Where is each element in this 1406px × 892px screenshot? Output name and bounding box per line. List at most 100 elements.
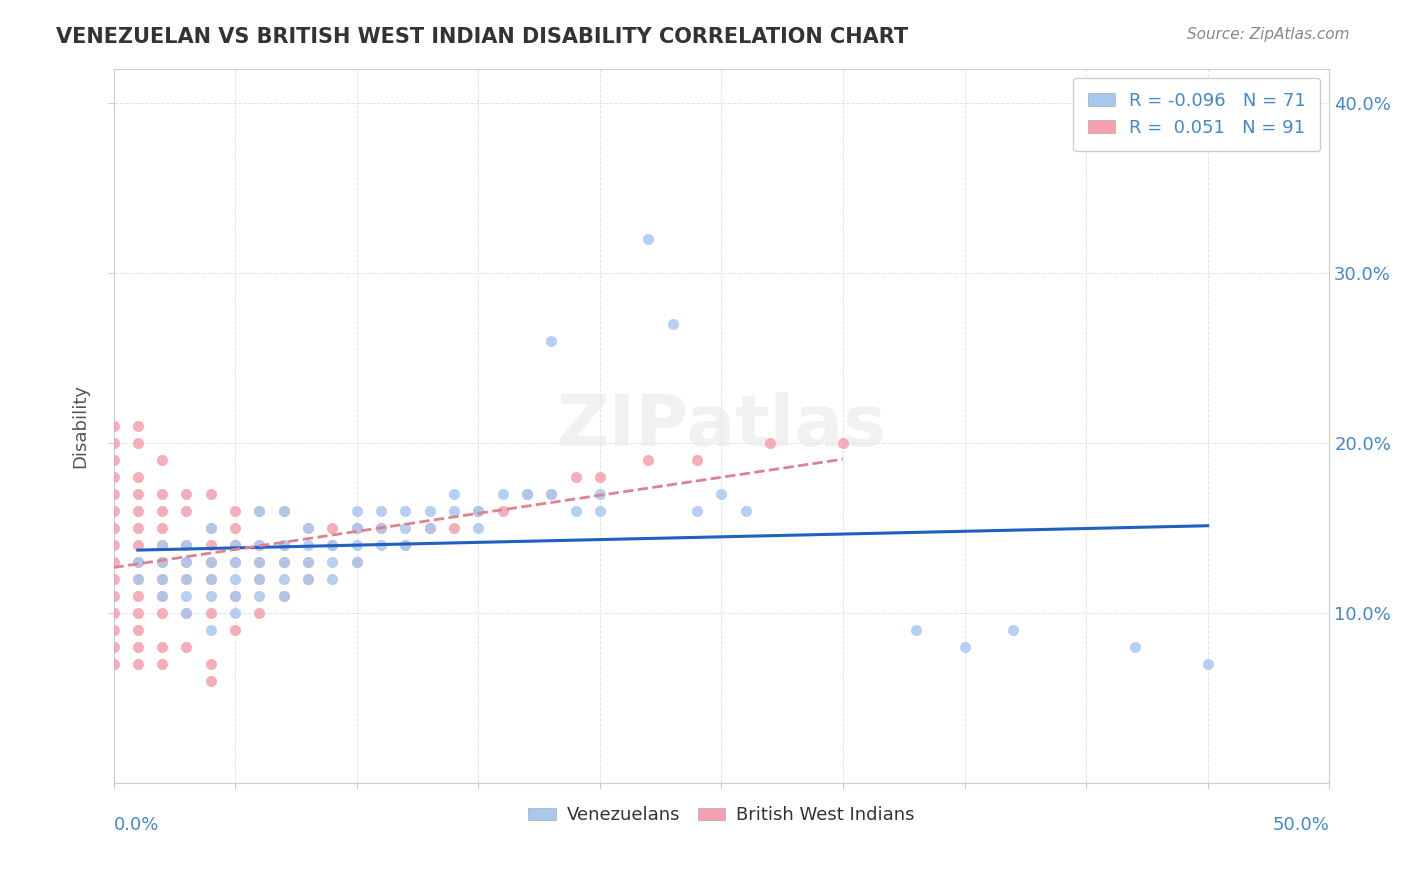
Point bbox=[200, 555, 222, 569]
Point bbox=[394, 521, 416, 535]
Point bbox=[200, 657, 222, 672]
Point bbox=[540, 487, 562, 501]
Point bbox=[249, 538, 271, 552]
Point bbox=[370, 504, 392, 518]
Point bbox=[346, 504, 368, 518]
Point bbox=[150, 572, 173, 586]
Point bbox=[127, 538, 149, 552]
Point bbox=[224, 607, 246, 621]
Point bbox=[491, 504, 513, 518]
Point bbox=[127, 487, 149, 501]
Point bbox=[176, 607, 198, 621]
Point bbox=[127, 555, 149, 569]
Point bbox=[394, 538, 416, 552]
Point bbox=[200, 607, 222, 621]
Point bbox=[176, 504, 198, 518]
Point bbox=[564, 504, 586, 518]
Point bbox=[127, 640, 149, 655]
Point bbox=[150, 555, 173, 569]
Point bbox=[103, 607, 125, 621]
Point bbox=[321, 538, 343, 552]
Point bbox=[176, 538, 198, 552]
Point bbox=[419, 521, 441, 535]
Point bbox=[419, 521, 441, 535]
Point bbox=[103, 640, 125, 655]
Point bbox=[224, 624, 246, 638]
Point bbox=[103, 504, 125, 518]
Point bbox=[273, 589, 295, 603]
Point bbox=[273, 589, 295, 603]
Point bbox=[103, 419, 125, 434]
Point bbox=[249, 555, 271, 569]
Point bbox=[759, 436, 782, 450]
Point bbox=[297, 555, 319, 569]
Point bbox=[103, 538, 125, 552]
Point bbox=[103, 470, 125, 484]
Point bbox=[200, 538, 222, 552]
Point bbox=[321, 521, 343, 535]
Point bbox=[540, 487, 562, 501]
Point bbox=[516, 487, 538, 501]
Point bbox=[127, 572, 149, 586]
Point bbox=[127, 504, 149, 518]
Point bbox=[564, 470, 586, 484]
Point bbox=[127, 521, 149, 535]
Point bbox=[394, 538, 416, 552]
Point bbox=[904, 624, 927, 638]
Point bbox=[249, 504, 271, 518]
Point bbox=[346, 555, 368, 569]
Point bbox=[467, 521, 489, 535]
Point bbox=[224, 555, 246, 569]
Point bbox=[200, 624, 222, 638]
Point bbox=[249, 572, 271, 586]
Point bbox=[297, 521, 319, 535]
Point bbox=[273, 538, 295, 552]
Point bbox=[491, 487, 513, 501]
Point bbox=[589, 487, 612, 501]
Point bbox=[176, 572, 198, 586]
Point bbox=[224, 504, 246, 518]
Point bbox=[150, 487, 173, 501]
Point bbox=[150, 607, 173, 621]
Point bbox=[103, 624, 125, 638]
Point bbox=[297, 555, 319, 569]
Point bbox=[103, 487, 125, 501]
Point bbox=[200, 487, 222, 501]
Point bbox=[321, 538, 343, 552]
Point bbox=[394, 504, 416, 518]
Point bbox=[686, 504, 709, 518]
Point bbox=[176, 607, 198, 621]
Point bbox=[467, 504, 489, 518]
Point bbox=[297, 572, 319, 586]
Point bbox=[662, 317, 685, 331]
Point bbox=[443, 504, 465, 518]
Point bbox=[176, 487, 198, 501]
Point bbox=[637, 232, 659, 246]
Point bbox=[103, 453, 125, 467]
Point bbox=[150, 555, 173, 569]
Point bbox=[273, 538, 295, 552]
Point bbox=[249, 538, 271, 552]
Point bbox=[249, 555, 271, 569]
Point bbox=[1002, 624, 1025, 638]
Point bbox=[150, 572, 173, 586]
Point bbox=[224, 538, 246, 552]
Point bbox=[150, 640, 173, 655]
Text: 0.0%: 0.0% bbox=[114, 815, 159, 834]
Point bbox=[346, 521, 368, 535]
Point bbox=[249, 504, 271, 518]
Point bbox=[200, 589, 222, 603]
Point bbox=[200, 521, 222, 535]
Point bbox=[176, 555, 198, 569]
Point bbox=[832, 436, 855, 450]
Point bbox=[443, 521, 465, 535]
Point bbox=[370, 521, 392, 535]
Point bbox=[127, 470, 149, 484]
Point bbox=[150, 538, 173, 552]
Point bbox=[150, 657, 173, 672]
Point bbox=[150, 504, 173, 518]
Point bbox=[127, 607, 149, 621]
Point bbox=[273, 504, 295, 518]
Point bbox=[127, 624, 149, 638]
Point bbox=[273, 555, 295, 569]
